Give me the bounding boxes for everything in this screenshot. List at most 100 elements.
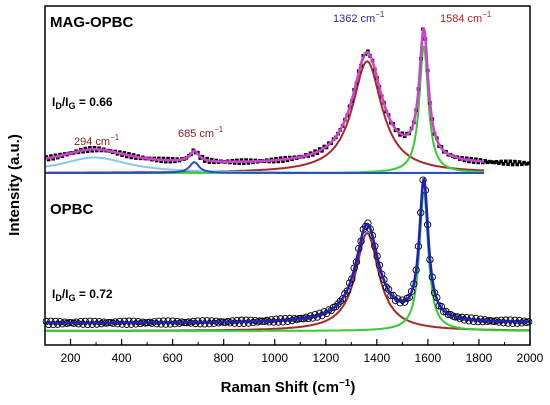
panel-title-mag-opbc: MAG-OPBC [50,14,133,31]
data-point-mag-opbc [483,158,487,163]
x-axis-label: Raman Shift (cm−1) [221,378,356,396]
fit-component-mag-opbc-g-band [45,45,485,174]
data-point-opbc [336,297,344,305]
data-point-mag-opbc [524,162,529,166]
data-point-mag-opbc [207,160,212,164]
data-point-mag-opbc [515,162,520,167]
data-point-opbc [93,320,101,328]
fit-component-mag-opbc-mid-band [45,161,485,174]
data-point-mag-opbc [508,159,513,164]
data-point-mag-opbc [235,158,239,163]
data-point-mag-opbc [274,156,278,161]
data-point-mag-opbc [506,162,510,167]
data-point-mag-opbc [163,159,168,164]
data-point-mag-opbc [320,149,324,153]
data-point-mag-opbc [44,155,49,159]
data-point-mag-opbc [246,161,251,165]
data-point-mag-opbc [526,161,531,166]
data-point-mag-opbc [237,161,242,165]
data-point-mag-opbc [159,159,163,164]
data-point-mag-opbc [499,159,503,164]
fit-component-opbc-g-band [45,191,530,332]
peak-label-294: 294 cm−1 [74,133,120,148]
data-point-mag-opbc [474,157,478,162]
data-point-mag-opbc [276,159,281,164]
data-point-mag-opbc [242,161,246,165]
data-point-mag-opbc [285,158,290,163]
data-point-mag-opbc [501,162,506,166]
plot-frame [44,5,531,346]
data-point-mag-opbc [469,156,474,161]
panel-title-opbc: OPBC [50,201,94,218]
data-point-mag-opbc [92,145,97,150]
data-point-mag-opbc [122,151,127,155]
data-point-mag-opbc [510,162,515,167]
data-point-mag-opbc [281,159,285,163]
data-point-mag-opbc [83,146,88,151]
x-tick-label: 200 [61,351,81,365]
data-point-mag-opbc [49,154,53,158]
data-point-mag-opbc [127,152,131,156]
peak-label-685: 685 cm−1 [178,125,224,140]
data-point-mag-opbc [168,159,173,164]
data-point-mag-opbc [51,156,55,161]
data-point-mag-opbc [494,159,499,164]
fit-envelope-mag-opbc [44,27,485,163]
data-point-mag-opbc [200,155,205,159]
x-tick-label: 1800 [466,351,493,365]
x-tick-label: 1000 [261,351,288,365]
data-point-mag-opbc [497,161,501,166]
data-point-mag-opbc [485,160,490,165]
data-point-mag-opbc [46,157,51,162]
data-point-mag-opbc [244,158,248,162]
data-point-mag-opbc [490,160,494,164]
data-point-opbc [513,319,521,327]
data-point-mag-opbc [131,153,136,157]
data-point-mag-opbc [513,159,517,164]
data-point-mag-opbc [239,158,244,162]
data-point-mag-opbc [522,160,526,165]
data-point-mag-opbc [81,149,85,154]
x-tick-label: 1200 [312,351,339,365]
data-point-mag-opbc [313,149,317,154]
data-point-mag-opbc [278,156,283,161]
x-tick-label: 2000 [517,351,544,365]
data-point-mag-opbc [90,148,95,153]
data-point-mag-opbc [467,159,471,164]
data-point-mag-opbc [129,155,134,160]
data-point-mag-opbc [503,159,508,164]
data-point-mag-opbc [520,162,524,167]
data-point-mag-opbc [166,156,170,161]
x-tick-label: 1400 [363,351,390,365]
peak-label-1362: 1362 cm−1 [333,10,385,25]
data-point-mag-opbc [85,149,90,153]
fit-envelope-opbc [45,178,530,325]
data-point-opbc [208,317,216,325]
plot-area: 200 400 600 800 1000 1200 1400 1600 1800 2000 [42,5,544,365]
data-point-mag-opbc [88,146,92,150]
data-point-mag-opbc [476,160,480,165]
peak-label-1584: 1584 cm−1 [440,10,492,25]
data-point-mag-opbc [120,153,124,158]
x-tick-label: 400 [112,351,132,365]
ratio-label-mag-opbc: ID/IG = 0.66 [52,95,113,111]
data-point-mag-opbc [471,160,476,164]
data-point-mag-opbc [124,154,129,159]
y-axis-label: Intensity (a.u.) [6,134,23,236]
data-point-mag-opbc [517,160,522,164]
data-point-mag-opbc [161,156,166,161]
data-point-opbc [168,317,177,325]
x-tick-label: 800 [214,351,234,365]
data-point-mag-opbc [205,156,209,161]
data-point-opbc [54,320,62,328]
ratio-label-opbc: ID/IG = 0.72 [52,287,113,303]
data-point-mag-opbc [283,156,288,160]
x-tick-label: 600 [163,351,183,365]
data-point-mag-opbc [53,153,58,158]
x-tick-label: 1600 [415,351,442,365]
data-point-mag-opbc [170,157,175,161]
data-point-mag-opbc [315,151,320,155]
data-point-mag-opbc [492,160,497,165]
data-point-mag-opbc [487,159,492,164]
